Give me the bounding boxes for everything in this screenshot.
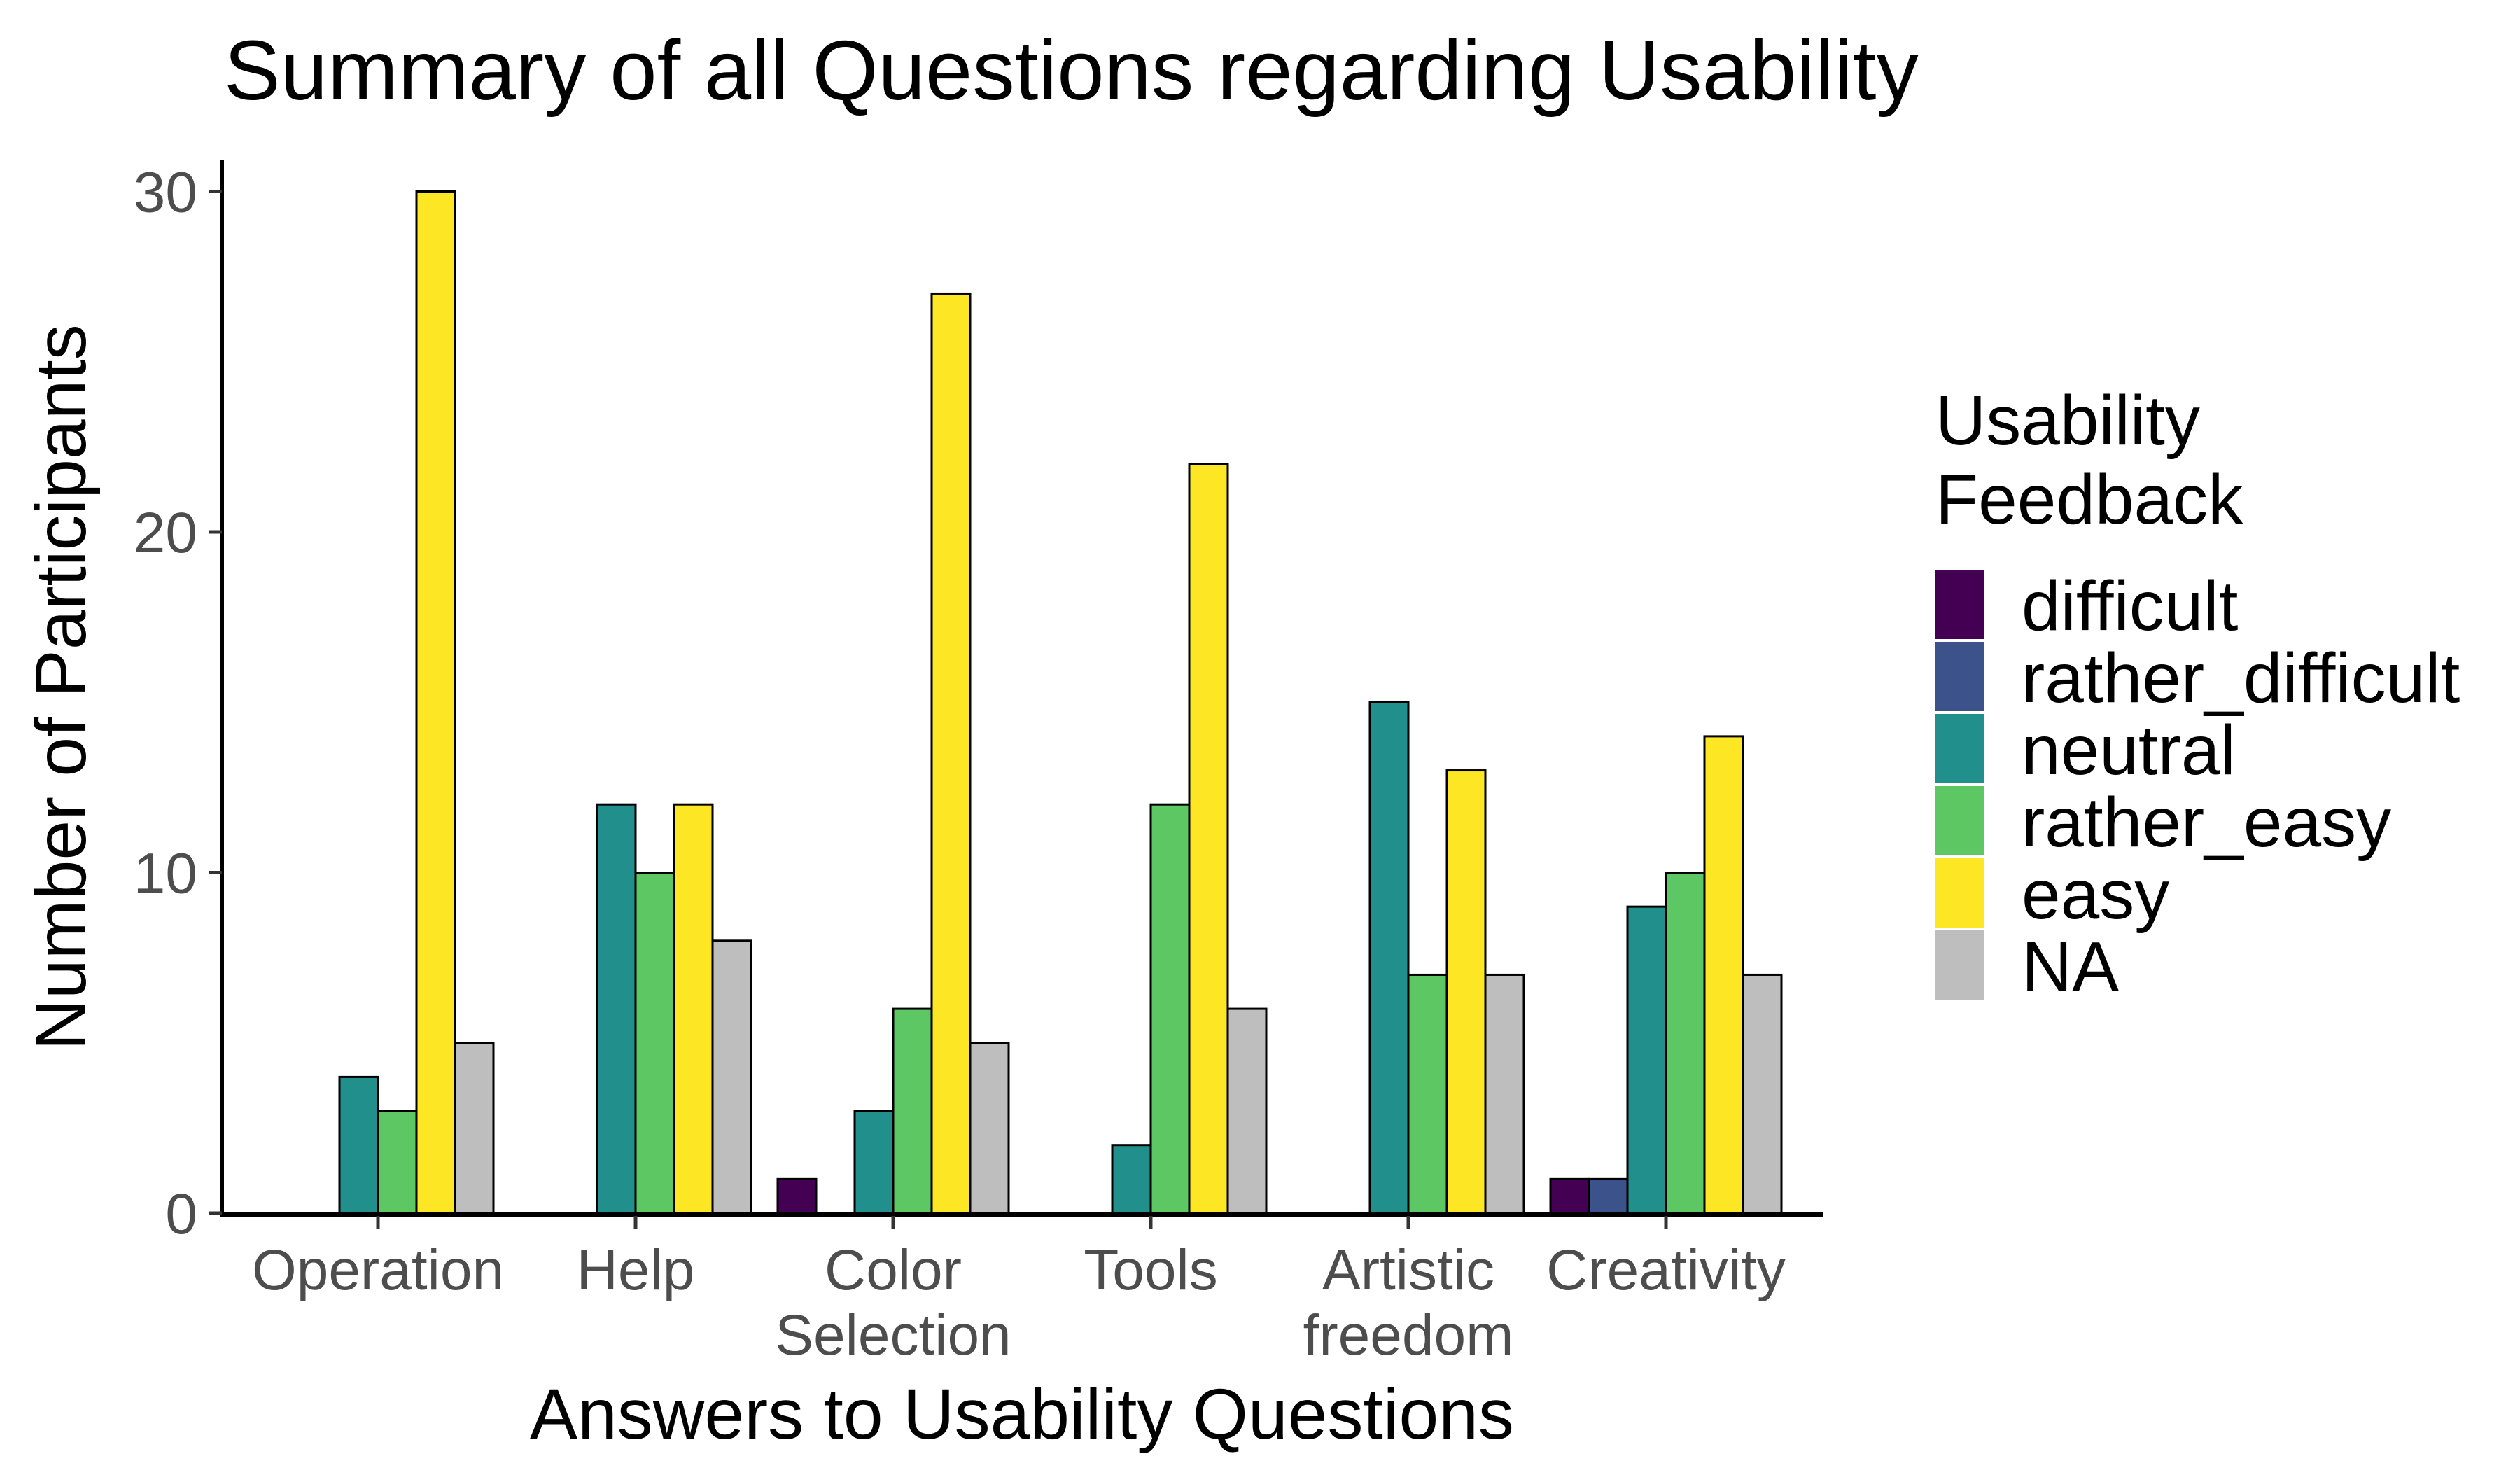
legend-label: easy — [2022, 855, 2169, 934]
x-tick-label: Selection — [775, 1303, 1011, 1367]
bar-neutral — [1626, 905, 1667, 1214]
bar-NA — [1226, 1007, 1268, 1214]
x-tick-label: Help — [577, 1238, 695, 1302]
bar-rather_easy — [377, 1110, 418, 1214]
bar-easy — [1703, 735, 1744, 1214]
bar-NA — [711, 939, 752, 1214]
bar-easy — [1446, 769, 1487, 1214]
legend-key-rather_easy — [1935, 786, 1984, 855]
y-tick-label: 20 — [134, 501, 197, 565]
legend-key-easy — [1935, 858, 1984, 927]
y-axis-ticks: 0 10 20 30 — [134, 161, 222, 1246]
bar-neutral — [338, 1075, 379, 1214]
legend-key-rather_difficult — [1935, 642, 1984, 711]
y-tick-label: 30 — [134, 161, 197, 225]
y-tick-label: 0 — [165, 1182, 197, 1246]
x-tick-label: Tools — [1084, 1238, 1217, 1302]
legend-title: Feedback — [1935, 461, 2244, 539]
bar-difficult — [776, 1177, 818, 1214]
bar-rather_easy — [1665, 872, 1706, 1214]
legend-key-neutral — [1935, 714, 1984, 783]
x-tick-label: Artistic — [1322, 1238, 1494, 1302]
bar-NA — [1742, 973, 1783, 1214]
bar-rather_easy — [634, 872, 676, 1214]
bar-NA — [454, 1042, 495, 1214]
x-tick-label: Color — [825, 1238, 962, 1302]
x-tick-label: freedom — [1303, 1303, 1514, 1367]
bar-rather_easy — [1407, 973, 1448, 1214]
y-axis-title: Number of Participants — [21, 324, 101, 1050]
x-tick-label: Creativity — [1546, 1238, 1786, 1302]
legend-key-NA — [1935, 930, 1984, 1000]
bar-NA — [1484, 973, 1525, 1214]
bar-easy — [673, 803, 714, 1214]
bar-easy — [1188, 463, 1229, 1214]
legend-title: Usability — [1935, 382, 2200, 460]
legend-label: NA — [2022, 927, 2119, 1006]
y-tick-label: 10 — [134, 842, 197, 906]
bar-easy — [415, 190, 456, 1214]
bar-difficult — [1549, 1177, 1590, 1214]
bar-rather_difficult — [1588, 1177, 1629, 1214]
bar-easy — [930, 292, 972, 1214]
bar-neutral — [853, 1110, 895, 1214]
legend-label: rather_easy — [2022, 783, 2391, 862]
bar-neutral — [1368, 701, 1410, 1214]
bar-neutral — [1111, 1144, 1152, 1214]
x-axis-title: Answers to Usability Questions — [530, 1374, 1514, 1454]
legend-label: neutral — [2022, 711, 2236, 790]
plot-area — [338, 190, 1783, 1214]
bar-rather_easy — [1149, 803, 1191, 1214]
bar-neutral — [596, 803, 637, 1214]
x-tick-label: Operation — [252, 1238, 504, 1302]
legend-label: difficult — [2022, 567, 2239, 645]
legend-key-difficult — [1935, 570, 1984, 639]
bar-NA — [969, 1042, 1010, 1214]
chart-title: Summary of all Questions regarding Usabi… — [224, 22, 1919, 118]
legend-label: rather_difficult — [2022, 639, 2460, 718]
bar-rather_easy — [892, 1007, 933, 1214]
